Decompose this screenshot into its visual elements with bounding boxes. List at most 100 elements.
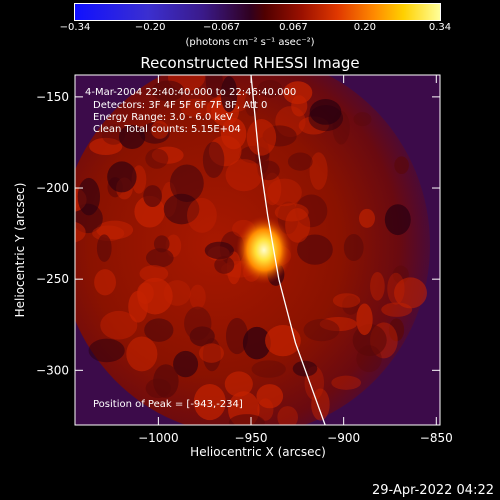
- emission-blotch: [107, 161, 137, 193]
- y-tick-label: −200: [36, 181, 69, 195]
- emission-blotch: [244, 90, 259, 117]
- emission-blotch: [384, 204, 411, 236]
- emission-blotch: [118, 125, 146, 149]
- emission-blotch: [173, 350, 199, 378]
- emission-blotch: [187, 197, 217, 233]
- emission-blotch: [394, 156, 409, 175]
- emission-blotch: [381, 302, 413, 317]
- emission-blotch: [387, 272, 405, 305]
- emission-blotch: [342, 295, 360, 315]
- emission-blotch: [319, 316, 358, 332]
- emission-blotch: [303, 318, 340, 342]
- emission-blotch: [224, 371, 253, 397]
- info-peak: Position of Peak = [-943,-234]: [93, 399, 243, 410]
- emission-blotch: [285, 207, 311, 243]
- x-tick-label: −950: [235, 431, 268, 445]
- emission-blotch: [225, 317, 249, 355]
- emission-blotch: [283, 81, 313, 105]
- emission-blotch: [257, 80, 283, 98]
- emission-blotch: [100, 310, 138, 340]
- colorbar-tick-label: 0.067: [279, 22, 308, 33]
- emission-blotch: [256, 384, 284, 409]
- colorbar-tick-label: −0.067: [203, 22, 241, 33]
- emission-blotch: [145, 248, 174, 268]
- emission-blotch: [126, 336, 158, 372]
- emission-blotch: [153, 364, 179, 398]
- emission-blotch: [88, 338, 125, 363]
- peak-source: [235, 216, 292, 284]
- emission-blotch: [277, 406, 298, 425]
- emission-blotch: [394, 277, 427, 309]
- emission-blotch: [257, 398, 274, 421]
- emission-blotch: [228, 414, 265, 425]
- emission-blotch: [358, 208, 376, 228]
- emission-blotch: [251, 360, 286, 378]
- x-tick-label: −850: [420, 431, 453, 445]
- emission-blotch: [356, 303, 373, 336]
- emission-blotch: [139, 265, 169, 283]
- emission-blotch: [265, 325, 301, 357]
- emission-blotch: [309, 152, 328, 190]
- emission-blotch: [287, 152, 313, 171]
- emission-blotch: [311, 388, 330, 421]
- emission-blotch: [94, 269, 116, 296]
- emission-blotch: [353, 112, 372, 127]
- emission-blotch: [193, 383, 226, 421]
- emission-blotch: [136, 282, 154, 305]
- emission-blotch: [331, 375, 362, 390]
- emission-blotch: [370, 271, 385, 301]
- plot-frame: [74, 74, 441, 426]
- colorbar: [74, 3, 441, 21]
- emission-blotch: [153, 235, 170, 253]
- emission-blotch: [242, 326, 271, 360]
- emission-blotch: [246, 119, 277, 156]
- y-tick-label: −300: [36, 363, 69, 377]
- emission-blotch: [309, 98, 342, 125]
- info-clean: Clean Total counts: 5.15E+04: [93, 124, 241, 135]
- axes: −1000 −950 −900 −850 −150 −200 −250 −300: [36, 75, 453, 445]
- info-detectors: Detectors: 3F 4F 5F 6F 7F 8F, Att 0: [93, 100, 267, 111]
- emission-blotch: [205, 75, 223, 98]
- emission-texture: [75, 75, 427, 425]
- emission-blotch: [214, 256, 235, 274]
- emission-blotch: [96, 234, 112, 262]
- emission-blotch: [356, 345, 382, 373]
- emission-blotch: [220, 76, 238, 113]
- y-axis-label: Heliocentric Y (arcsec): [13, 183, 27, 318]
- emission-blotch: [297, 234, 333, 265]
- emission-blotch: [77, 177, 101, 216]
- emission-blotch: [163, 280, 191, 306]
- chart-title: Reconstructed RHESSI Image: [140, 54, 360, 72]
- timestamp: 29-Apr-2022 04:22: [372, 483, 494, 498]
- emission-blotch: [202, 141, 225, 178]
- solar-limb: [250, 75, 326, 425]
- x-axis-label: Heliocentric X (arcsec): [190, 445, 326, 459]
- emission-blotch: [169, 164, 204, 203]
- colorbar-tick-label: 0.20: [353, 22, 376, 33]
- y-tick-label: −150: [36, 90, 69, 104]
- emission-blotch: [143, 185, 162, 208]
- colorbar-unit: (photons cm⁻² s⁻¹ asec⁻²): [185, 37, 315, 48]
- emission-blotch: [388, 318, 405, 342]
- emission-blotch: [263, 172, 282, 206]
- emission-blotch: [180, 98, 212, 117]
- x-tick-label: −900: [327, 431, 360, 445]
- info-time: 4-Mar-2004 22:40:40.000 to 22:46:40.000: [85, 87, 296, 98]
- colorbar-tick-label: −0.20: [134, 22, 166, 33]
- emission-blotch: [89, 137, 123, 156]
- info-energy: Energy Range: 3.0 - 6.0 keV: [93, 112, 233, 123]
- emission-blotch: [267, 178, 302, 207]
- emission-blotch: [220, 117, 247, 150]
- emission-blotch: [163, 193, 200, 225]
- emission-blotch: [198, 343, 224, 363]
- emission-blotch: [257, 160, 280, 181]
- emission-blotch: [151, 146, 184, 164]
- colorbar-tick-label: −0.34: [59, 22, 91, 33]
- emission-blotch: [151, 80, 185, 102]
- emission-blotch: [75, 221, 86, 243]
- emission-blotch: [204, 241, 234, 260]
- emission-blotch: [144, 318, 174, 342]
- emission-blotch: [184, 306, 212, 341]
- emission-blotch: [189, 284, 206, 310]
